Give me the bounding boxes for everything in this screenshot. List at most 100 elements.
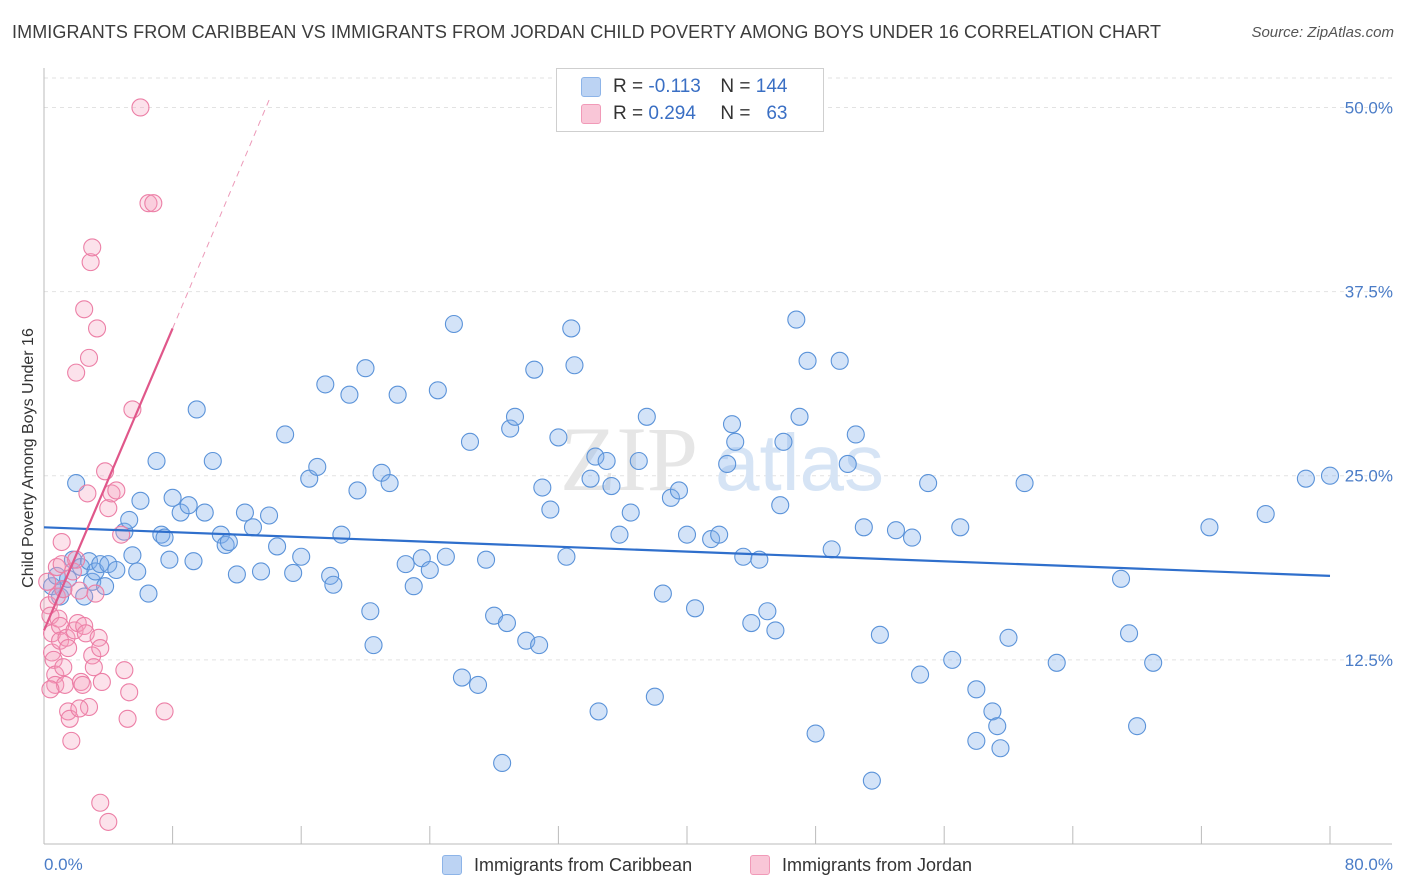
- caribbean-point: [428, 381, 447, 400]
- jordan-point: [86, 584, 105, 603]
- caribbean-point: [131, 491, 150, 510]
- x-tick-label: 0.0%: [44, 855, 83, 874]
- caribbean-point: [822, 540, 841, 559]
- caribbean-point: [179, 496, 198, 515]
- jordan-point: [59, 639, 78, 658]
- caribbean-point: [396, 555, 415, 574]
- jordan-point: [115, 661, 134, 680]
- jordan-point: [78, 484, 97, 503]
- y-tick-label: 25.0%: [1345, 467, 1393, 486]
- caribbean-point: [1200, 518, 1219, 537]
- jordan-point: [73, 675, 92, 694]
- jordan-point: [41, 680, 60, 699]
- caribbean-point: [452, 668, 472, 687]
- jordan-point: [52, 555, 71, 574]
- caribbean-point: [216, 535, 235, 555]
- caribbean-point: [677, 525, 697, 544]
- caribbean-point: [284, 563, 303, 583]
- caribbean-point: [501, 419, 520, 438]
- caribbean-point: [128, 562, 147, 581]
- jordan-point: [81, 253, 100, 272]
- caribbean-point: [96, 577, 115, 596]
- caribbean-point: [774, 432, 793, 451]
- caribbean-point: [468, 675, 488, 694]
- caribbean-point: [581, 469, 600, 488]
- caribbean-point: [497, 613, 517, 633]
- caribbean-point: [493, 753, 512, 773]
- caribbean-trend-line: [43, 526, 1331, 577]
- caribbean-point: [830, 351, 849, 370]
- caribbean-point: [1120, 624, 1139, 643]
- jordan-point: [91, 793, 110, 812]
- caribbean-point: [562, 319, 581, 338]
- caribbean-point: [530, 636, 549, 655]
- jordan-point: [71, 672, 91, 692]
- caribbean-point: [123, 546, 142, 565]
- y-tick-label: 12.5%: [1345, 651, 1393, 670]
- caribbean-point: [999, 628, 1018, 647]
- jordan-point: [87, 319, 107, 338]
- caribbean-point: [160, 550, 179, 569]
- caribbean-point: [565, 356, 584, 375]
- caribbean-point: [967, 731, 986, 750]
- caribbean-point: [1015, 474, 1034, 493]
- caribbean-point: [195, 503, 214, 522]
- jordan-point: [99, 812, 118, 831]
- caribbean-point: [967, 680, 986, 699]
- caribbean-point: [787, 310, 806, 329]
- jordan-point: [112, 525, 131, 544]
- jordan-point: [70, 699, 89, 718]
- caribbean-point: [621, 503, 640, 522]
- caribbean-point: [243, 518, 263, 537]
- caribbean-point: [838, 454, 857, 473]
- caribbean-point: [718, 454, 737, 473]
- caribbean-point: [75, 587, 94, 606]
- r-label: R =: [613, 76, 644, 97]
- caribbean-point: [610, 525, 629, 544]
- y-tick-label: 50.0%: [1345, 98, 1393, 117]
- axes: [43, 68, 1392, 845]
- legend-row-jordan: R = 0.294 N = 63: [581, 102, 787, 126]
- caribbean-point: [436, 547, 455, 566]
- caribbean-point: [219, 532, 238, 552]
- caribbean-point: [227, 565, 246, 584]
- jordan-point: [144, 194, 163, 213]
- caribbean-point: [361, 602, 380, 621]
- caribbean-point: [557, 547, 576, 566]
- caribbean-point: [629, 451, 648, 471]
- caribbean-point: [251, 562, 271, 581]
- caribbean-point: [669, 481, 689, 500]
- caribbean-point: [541, 500, 560, 519]
- caribbean-point: [983, 702, 1002, 721]
- caribbean-point: [943, 650, 962, 669]
- caribbean-point: [991, 739, 1010, 758]
- jordan-trend-extension: [172, 99, 270, 329]
- jordan-swatch: [581, 104, 601, 124]
- jordan-point: [79, 348, 99, 367]
- jordan-point: [75, 616, 94, 636]
- jordan-legend-swatch: [750, 855, 770, 875]
- jordan-point: [99, 499, 118, 518]
- caribbean-point: [203, 451, 222, 471]
- jordan-point: [44, 650, 63, 669]
- caribbean-point: [380, 474, 399, 493]
- caribbean-point: [637, 407, 656, 426]
- caribbean-point: [1296, 469, 1315, 488]
- jordan-point: [75, 300, 94, 319]
- jordan-point: [54, 658, 73, 677]
- caribbean-point: [276, 425, 295, 444]
- caribbean-point: [155, 528, 174, 547]
- caribbean-point: [771, 496, 790, 515]
- jordan-point: [91, 639, 110, 658]
- caribbean-point: [586, 447, 605, 466]
- caribbean-legend-label: Immigrants from Caribbean: [474, 854, 693, 875]
- caribbean-point: [235, 503, 254, 522]
- caribbean-point: [505, 407, 525, 426]
- jordan-point: [62, 731, 81, 750]
- n-label: N =: [720, 103, 751, 124]
- jordan-point: [92, 672, 111, 692]
- jordan-point: [67, 363, 86, 382]
- chart-source: Source: ZipAtlas.com: [1251, 24, 1394, 41]
- n-value: 63: [766, 103, 788, 124]
